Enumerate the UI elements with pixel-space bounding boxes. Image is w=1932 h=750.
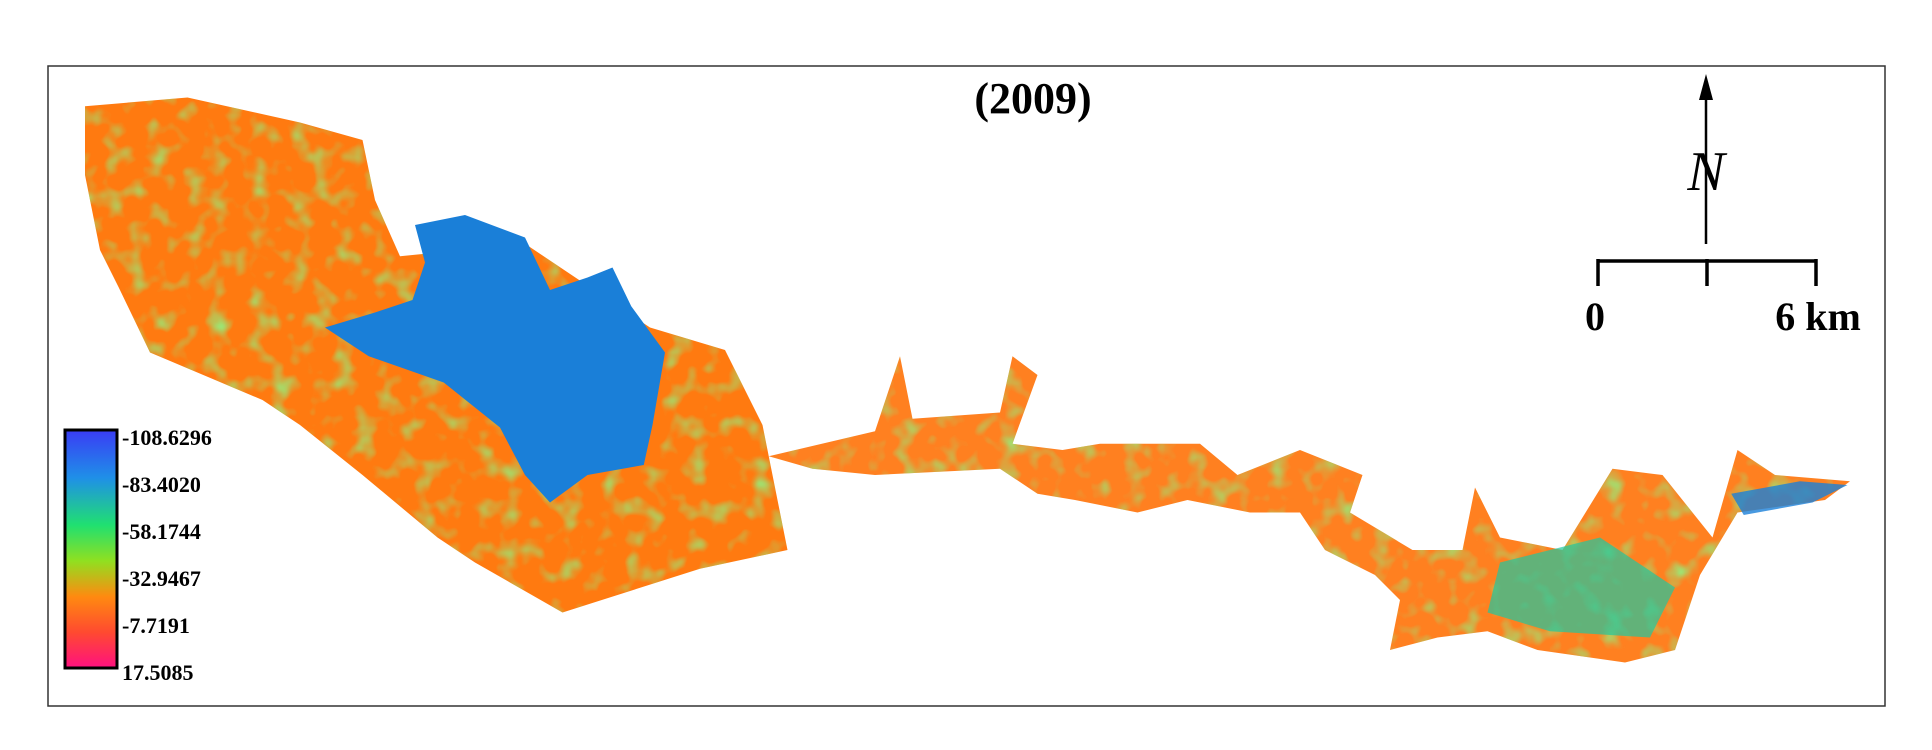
scale-start: 0 (1585, 294, 1605, 339)
scale-bar (1596, 259, 1818, 286)
legend-label: -32.9467 (122, 566, 201, 591)
legend-label: -108.6296 (122, 425, 212, 450)
map-area (85, 97, 1850, 663)
north-label: N (1686, 141, 1727, 203)
legend-colorbar (63, 428, 119, 670)
legend-label: -83.4020 (122, 472, 201, 497)
legend-label: 17.5085 (122, 660, 194, 685)
scale-end: 6 km (1775, 294, 1861, 339)
north-arrow: N (1686, 74, 1727, 244)
legend-label: -7.7191 (122, 613, 190, 638)
map-title: (2009) (974, 74, 1091, 123)
legend: -108.6296 -83.4020 -58.1744 -32.9467 -7.7191… (122, 425, 212, 685)
legend-label: -58.1744 (122, 519, 201, 544)
